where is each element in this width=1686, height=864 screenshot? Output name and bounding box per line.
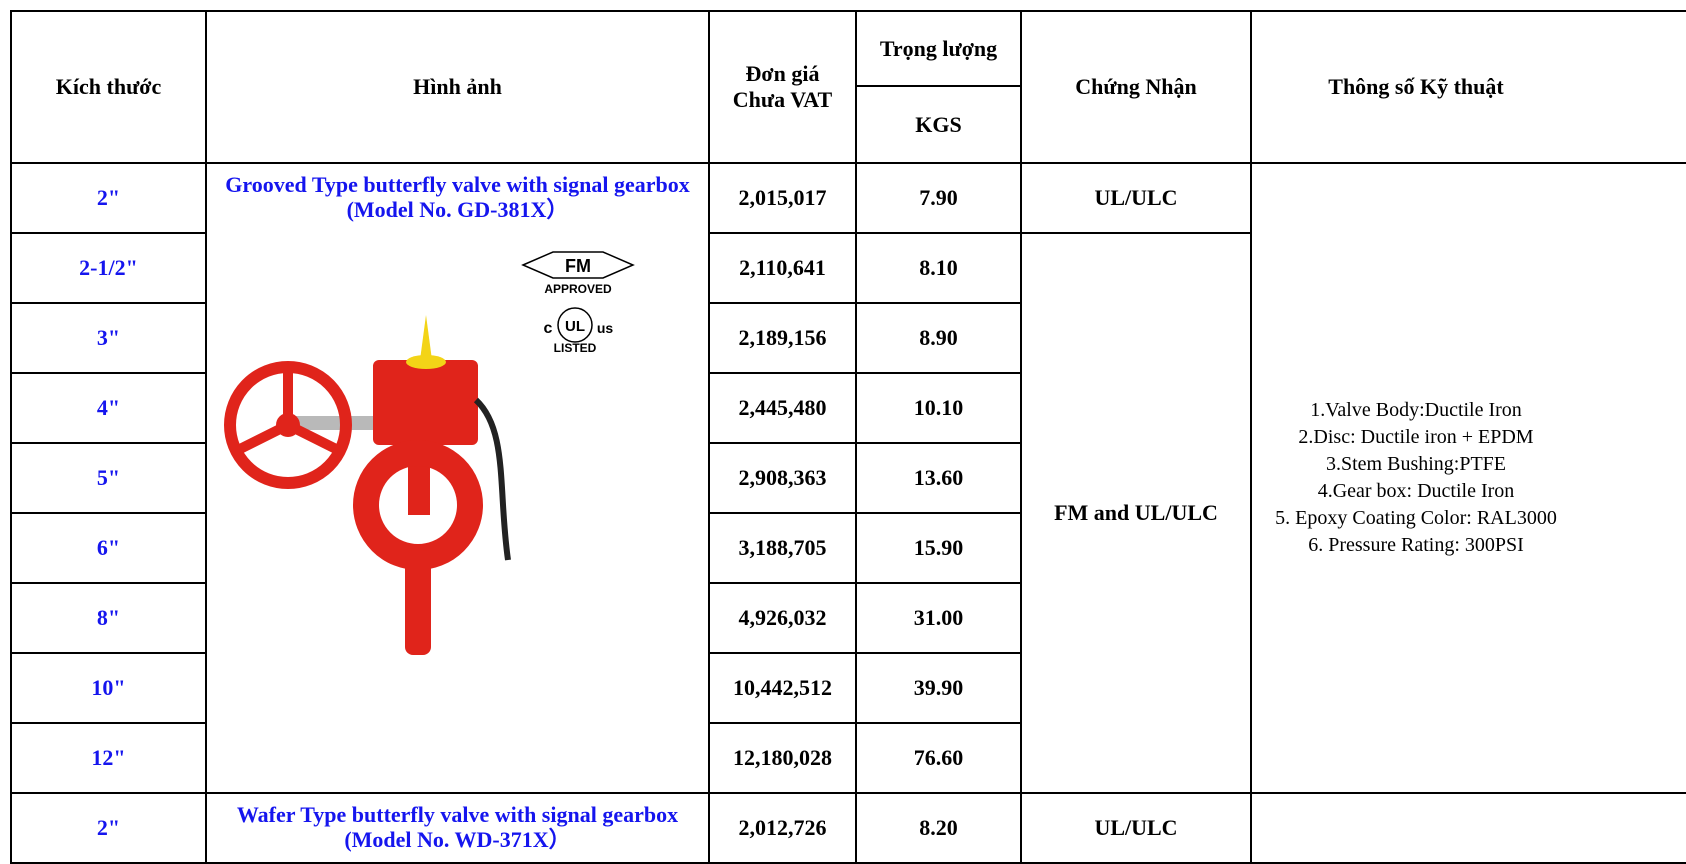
specs-cell bbox=[1251, 793, 1686, 863]
size-cell: 2" bbox=[11, 163, 206, 233]
bottom-pipe bbox=[405, 550, 431, 655]
product-row: 2"Grooved Type butterfly valve with sign… bbox=[11, 163, 1686, 233]
weight-cell: 8.10 bbox=[856, 233, 1021, 303]
certification-cell: UL/ULC bbox=[1021, 793, 1251, 863]
price-cell: 12,180,028 bbox=[709, 723, 856, 793]
product-title: Wafer Type butterfly valve with signal g… bbox=[207, 794, 708, 860]
ul-logo-c: c bbox=[543, 320, 552, 337]
spec-line: 6. Pressure Rating: 300PSI bbox=[1266, 532, 1566, 559]
header-weight: Trọng lượng bbox=[856, 11, 1021, 86]
ul-logo-text: UL bbox=[565, 318, 585, 335]
indicator bbox=[420, 315, 432, 360]
spec-line: 1.Valve Body:Ductile Iron bbox=[1266, 397, 1566, 424]
size-cell: 10" bbox=[11, 653, 206, 723]
signal-cable bbox=[476, 400, 508, 560]
spec-line: 3.Stem Bushing:PTFE bbox=[1266, 451, 1566, 478]
price-cell: 10,442,512 bbox=[709, 653, 856, 723]
weight-cell: 10.10 bbox=[856, 373, 1021, 443]
weight-cell: 39.90 bbox=[856, 653, 1021, 723]
header-size: Kích thước bbox=[11, 11, 206, 163]
gearbox bbox=[373, 360, 478, 445]
header-price-2: Chưa VAT bbox=[733, 87, 832, 112]
ul-logo-us: us bbox=[596, 320, 613, 336]
weight-cell: 8.20 bbox=[856, 793, 1021, 863]
weight-cell: 31.00 bbox=[856, 583, 1021, 653]
header-weight-unit: KGS bbox=[856, 86, 1021, 163]
weight-cell: 76.60 bbox=[856, 723, 1021, 793]
size-cell: 2-1/2" bbox=[11, 233, 206, 303]
weight-cell: 13.60 bbox=[856, 443, 1021, 513]
indicator-base bbox=[406, 355, 446, 369]
price-cell: 2,445,480 bbox=[709, 373, 856, 443]
spec-line: 5. Epoxy Coating Color: RAL3000 bbox=[1266, 505, 1566, 532]
weight-cell: 15.90 bbox=[856, 513, 1021, 583]
header-price-1: Đơn giá bbox=[746, 61, 820, 86]
size-cell: 3" bbox=[11, 303, 206, 373]
spec-line: 2.Disc: Ductile iron + EPDM bbox=[1266, 424, 1566, 451]
page: Kích thước Hình ảnh Đơn giáChưa VAT Trọn… bbox=[0, 0, 1686, 855]
header-certification: Chứng Nhận bbox=[1021, 11, 1251, 163]
size-cell: 8" bbox=[11, 583, 206, 653]
size-cell: 4" bbox=[11, 373, 206, 443]
size-cell: 6" bbox=[11, 513, 206, 583]
price-cell: 2,908,363 bbox=[709, 443, 856, 513]
header-image: Hình ảnh bbox=[206, 11, 709, 163]
price-cell: 2,015,017 bbox=[709, 163, 856, 233]
product-title: Grooved Type butterfly valve with signal… bbox=[207, 164, 708, 230]
ul-logo-sub: LISTED bbox=[553, 341, 596, 355]
fm-logo-sub: APPROVED bbox=[544, 282, 612, 296]
product-row: 2"Wafer Type butterfly valve with signal… bbox=[11, 793, 1686, 863]
certification-cell: UL/ULC bbox=[1021, 163, 1251, 233]
price-cell: 2,012,726 bbox=[709, 793, 856, 863]
certification-cell: FM and UL/ULC bbox=[1021, 233, 1251, 793]
size-cell: 12" bbox=[11, 723, 206, 793]
size-cell: 5" bbox=[11, 443, 206, 513]
wheel-hub bbox=[276, 413, 300, 437]
image-cell: Grooved Type butterfly valve with signal… bbox=[206, 163, 709, 793]
fm-logo-text: FM bbox=[565, 256, 591, 276]
image-cell: Wafer Type butterfly valve with signal g… bbox=[206, 793, 709, 863]
header-specs: Thông số Kỹ thuật bbox=[1251, 11, 1686, 163]
price-cell: 2,110,641 bbox=[709, 233, 856, 303]
table-body: 2"Grooved Type butterfly valve with sign… bbox=[11, 163, 1686, 863]
price-cell: 2,189,156 bbox=[709, 303, 856, 373]
weight-cell: 7.90 bbox=[856, 163, 1021, 233]
size-cell: 2" bbox=[11, 793, 206, 863]
weight-cell: 8.90 bbox=[856, 303, 1021, 373]
price-cell: 4,926,032 bbox=[709, 583, 856, 653]
price-cell: 3,188,705 bbox=[709, 513, 856, 583]
spec-line: 4.Gear box: Ductile Iron bbox=[1266, 478, 1566, 505]
